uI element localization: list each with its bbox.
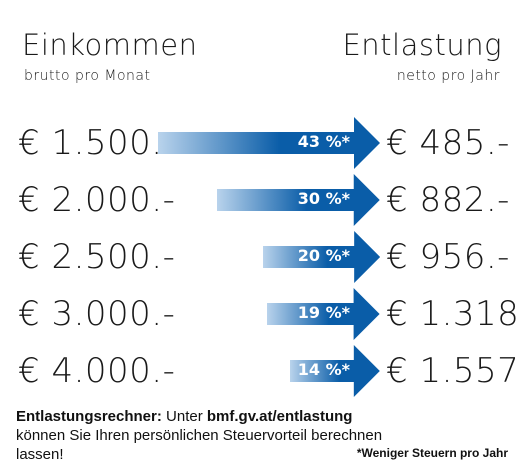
chart-row: € 1.500.- 43 %* € 485.-: [0, 115, 520, 171]
footnote: *Weniger Steuern pro Jahr: [356, 446, 508, 460]
arrow-shape: [267, 288, 380, 340]
income-label: € 3.000.-: [18, 294, 176, 334]
chart-area: € 1.500.- 43 %* € 485.- € 2.000.- 30 %* € 882…: [0, 115, 520, 399]
footer-link[interactable]: bmf.gv.at/entlastung: [206, 408, 353, 425]
footer-text: Entlastungsrechner: Unter bmf.gv.at/entl…: [16, 407, 396, 464]
arrow-shape: [290, 345, 380, 397]
relief-arrow: 20 %*: [262, 229, 380, 285]
chart-row: € 3.000.- 19 %* € 1.318.-: [0, 286, 520, 342]
relief-heading: Entlastung: [342, 28, 502, 62]
arrow-bar: [262, 231, 380, 283]
footer-bold-lead: Entlastungsrechner:: [16, 408, 162, 425]
footer-text-2: können Sie Ihren persönlichen Steuervort…: [16, 427, 383, 463]
relief-label: € 1.318.-: [386, 294, 520, 334]
percent-label: 20 %*: [297, 246, 350, 265]
relief-label: € 882.-: [386, 180, 510, 220]
chart-row: € 4.000.- 14 %* € 1.557.-: [0, 343, 520, 399]
relief-arrow: 43 %*: [158, 115, 380, 171]
arrow-shape: [217, 174, 380, 226]
relief-subheading: netto pro Jahr: [396, 68, 500, 84]
income-label: € 1.500.-: [18, 123, 176, 163]
income-label: € 2.500.-: [18, 237, 176, 277]
percent-label: 30 %*: [297, 189, 350, 208]
relief-label: € 1.557.-: [386, 351, 520, 391]
income-heading: Einkommen: [22, 28, 198, 62]
arrow-shape: [158, 117, 380, 169]
relief-arrow: 19 %*: [267, 286, 380, 342]
percent-label: 14 %*: [297, 360, 350, 379]
relief-label: € 956.-: [386, 237, 510, 277]
relief-arrow: 14 %*: [290, 343, 380, 399]
arrow-bar: [217, 174, 380, 226]
income-label: € 4.000.-: [18, 351, 176, 391]
relief-label: € 485.-: [386, 123, 510, 163]
chart-row: € 2.500.- 20 %* € 956.-: [0, 229, 520, 285]
relief-arrow: 30 %*: [217, 172, 380, 228]
income-label: € 2.000.-: [18, 180, 176, 220]
percent-label: 19 %*: [297, 303, 350, 322]
chart-row: € 2.000.- 30 %* € 882.-: [0, 172, 520, 228]
percent-label: 43 %*: [297, 132, 350, 151]
arrow-bar: [267, 288, 380, 340]
income-subheading: brutto pro Monat: [24, 68, 151, 84]
arrow-bar: [290, 345, 380, 397]
arrow-bar: [158, 117, 380, 169]
footer-text-1: Unter: [161, 408, 207, 425]
arrow-shape: [262, 231, 380, 283]
